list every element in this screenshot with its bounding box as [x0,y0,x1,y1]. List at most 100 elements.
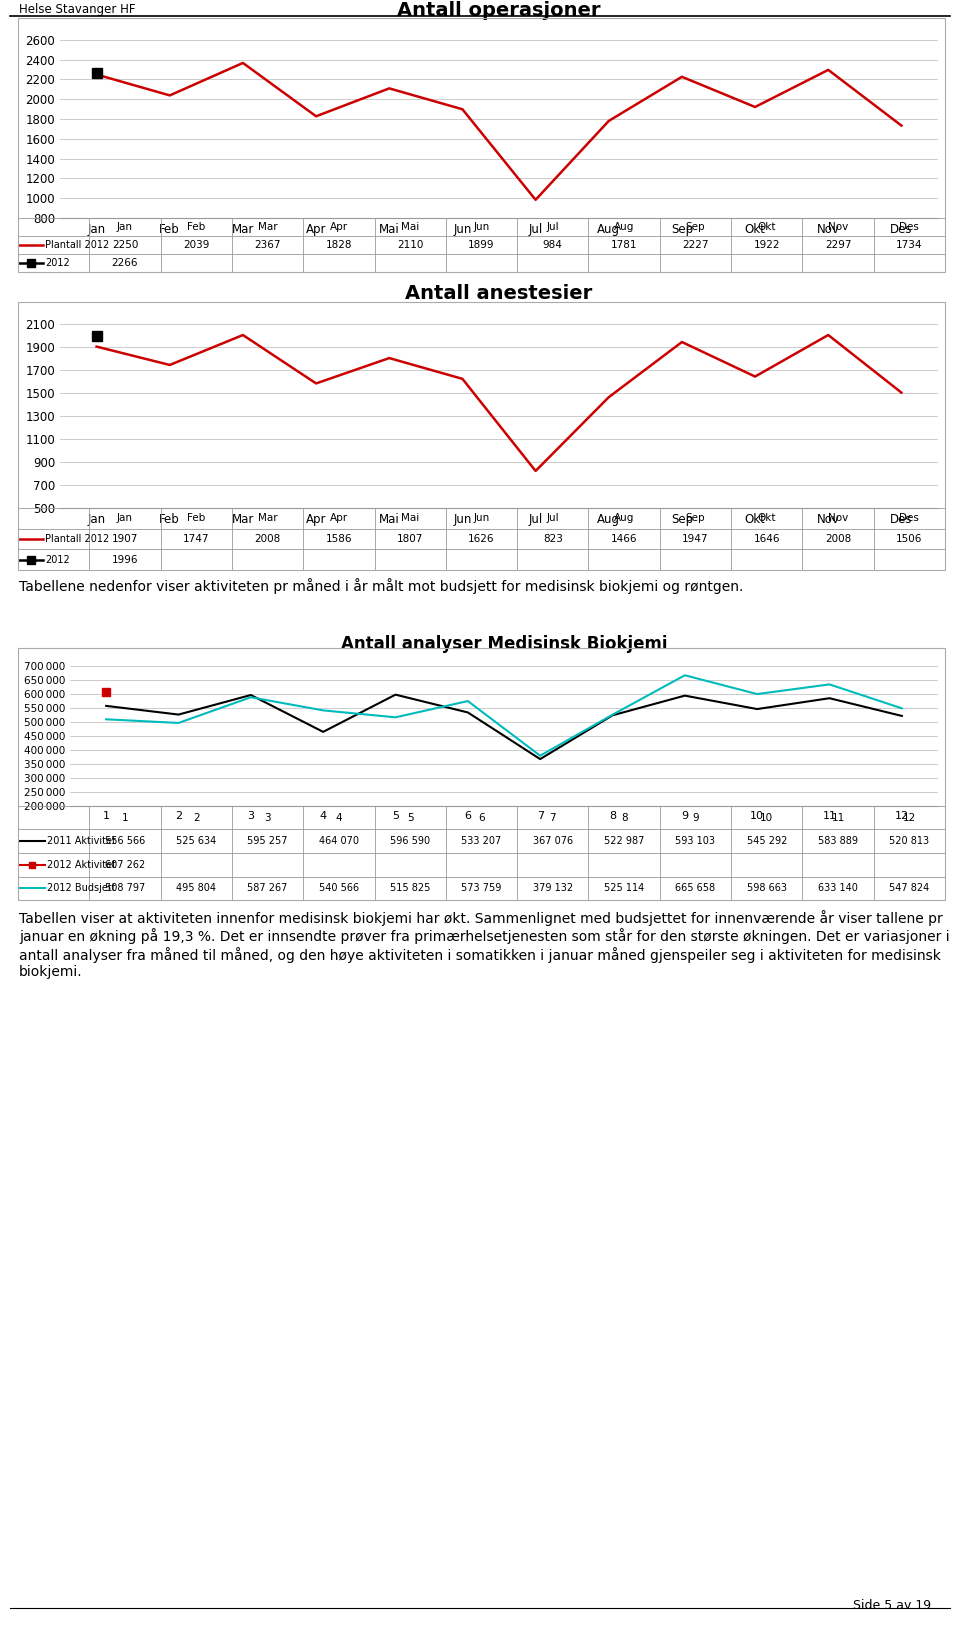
Text: 7: 7 [549,813,556,823]
Text: 515 825: 515 825 [390,883,430,893]
Text: Jul: Jul [546,222,559,231]
Text: 2008: 2008 [254,534,280,544]
Text: Jan: Jan [117,513,133,523]
Text: 607 262: 607 262 [105,860,145,870]
Text: 525 114: 525 114 [604,883,644,893]
Text: Plantall 2012: Plantall 2012 [45,239,109,249]
Text: 367 076: 367 076 [533,836,573,845]
Text: Mar: Mar [258,513,277,523]
Text: Sep: Sep [685,513,706,523]
Text: Apr: Apr [330,222,348,231]
Text: Apr: Apr [330,513,348,523]
Text: Nov: Nov [828,513,849,523]
Text: 665 658: 665 658 [676,883,715,893]
Text: Mar: Mar [258,222,277,231]
Text: 1466: 1466 [611,534,637,544]
Text: 596 590: 596 590 [390,836,430,845]
Text: 2012 Budsjett: 2012 Budsjett [47,883,116,893]
Text: Sep: Sep [685,222,706,231]
Text: Feb: Feb [187,513,205,523]
Text: 4: 4 [336,813,342,823]
Text: 379 132: 379 132 [533,883,573,893]
Text: Jun: Jun [473,222,490,231]
Text: 598 663: 598 663 [747,883,787,893]
Text: Mai: Mai [401,513,420,523]
Text: 533 207: 533 207 [462,836,502,845]
Text: Helse Stavanger HF: Helse Stavanger HF [19,3,135,16]
Text: Feb: Feb [187,222,205,231]
Title: Antall operasjoner: Antall operasjoner [397,2,601,20]
Text: 2367: 2367 [254,239,281,249]
Text: 1807: 1807 [397,534,423,544]
Text: 464 070: 464 070 [319,836,359,845]
Text: Jan: Jan [117,222,133,231]
Text: 508 797: 508 797 [105,883,145,893]
Text: Mai: Mai [401,222,420,231]
Text: 2110: 2110 [397,239,423,249]
Text: Tabellene nedenfor viser aktiviteten pr måned i år målt mot budsjett for medisin: Tabellene nedenfor viser aktiviteten pr … [19,578,744,595]
Text: 522 987: 522 987 [604,836,644,845]
Text: Nov: Nov [828,222,849,231]
Text: 540 566: 540 566 [319,883,359,893]
Text: 8: 8 [621,813,628,823]
Text: Plantall 2012: Plantall 2012 [45,534,109,544]
Text: 633 140: 633 140 [818,883,858,893]
Text: 1899: 1899 [468,239,494,249]
Text: 520 813: 520 813 [889,836,929,845]
Text: 2011 Aktivitet: 2011 Aktivitet [47,836,116,845]
Text: 6: 6 [478,813,485,823]
Text: 1506: 1506 [896,534,923,544]
Text: 1996: 1996 [111,554,138,565]
Text: 2227: 2227 [683,239,708,249]
Text: 2297: 2297 [825,239,852,249]
Text: 1626: 1626 [468,534,494,544]
Text: 1646: 1646 [754,534,780,544]
Text: 1: 1 [122,813,129,823]
Title: Antall analyser Medisinsk Biokjemi: Antall analyser Medisinsk Biokjemi [341,635,667,653]
Text: 1947: 1947 [683,534,708,544]
Text: 573 759: 573 759 [462,883,502,893]
Text: Aug: Aug [614,222,635,231]
Text: 2039: 2039 [183,239,209,249]
Title: Antall anestesier: Antall anestesier [405,283,592,303]
Text: 595 257: 595 257 [248,836,288,845]
Text: 2012 Aktivitet: 2012 Aktivitet [47,860,116,870]
Text: 1747: 1747 [183,534,209,544]
Text: 525 634: 525 634 [176,836,216,845]
Text: 823: 823 [542,534,563,544]
Text: 556 566: 556 566 [105,836,145,845]
Text: 11: 11 [831,813,845,823]
Text: 12: 12 [902,813,916,823]
Text: Des: Des [900,222,920,231]
Text: 1781: 1781 [611,239,637,249]
Text: 3: 3 [264,813,271,823]
Text: Okt: Okt [757,513,776,523]
Text: Side 5 av 19: Side 5 av 19 [853,1600,931,1613]
Text: 1734: 1734 [896,239,923,249]
Text: 2012: 2012 [45,554,70,565]
Text: 9: 9 [692,813,699,823]
Text: 2250: 2250 [111,239,138,249]
Text: 5: 5 [407,813,414,823]
Text: Des: Des [900,513,920,523]
Text: Jul: Jul [546,513,559,523]
Text: 1922: 1922 [754,239,780,249]
Text: 1907: 1907 [111,534,138,544]
Text: 1586: 1586 [325,534,352,544]
Text: 10: 10 [760,813,774,823]
Text: 2012: 2012 [45,257,70,269]
Text: Jun: Jun [473,513,490,523]
Text: Aug: Aug [614,513,635,523]
Text: 593 103: 593 103 [676,836,715,845]
Text: 587 267: 587 267 [248,883,288,893]
Text: 495 804: 495 804 [177,883,216,893]
Text: 2008: 2008 [825,534,852,544]
Text: Tabellen viser at aktiviteten innenfor medisinsk biokjemi har økt. Sammenlignet : Tabellen viser at aktiviteten innenfor m… [19,911,949,979]
Text: 2: 2 [193,813,200,823]
Text: 984: 984 [542,239,563,249]
Text: 1828: 1828 [325,239,352,249]
Text: 2266: 2266 [111,257,138,269]
Text: Okt: Okt [757,222,776,231]
Text: 583 889: 583 889 [818,836,858,845]
Text: 547 824: 547 824 [889,883,929,893]
